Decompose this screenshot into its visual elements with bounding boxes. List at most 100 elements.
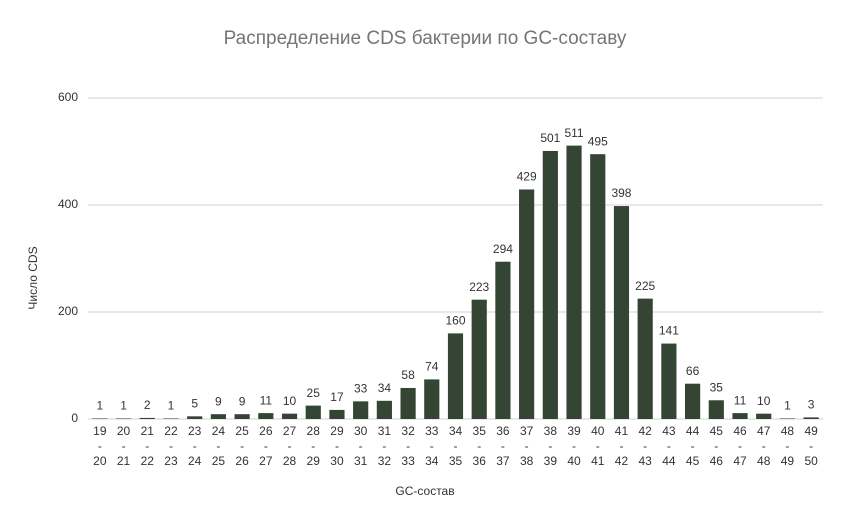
bar: [210, 414, 226, 419]
data-label: 33: [354, 382, 368, 396]
bar: [92, 418, 108, 419]
data-label: 1: [120, 399, 127, 413]
bar: [187, 416, 203, 419]
bar: [566, 145, 582, 420]
x-tick-label: 47 -48: [757, 424, 771, 468]
data-label: 35: [710, 380, 724, 394]
bar: [376, 400, 392, 419]
bar: [685, 383, 701, 419]
bar: [637, 298, 653, 419]
x-tick-label: 38 -39: [544, 424, 558, 468]
data-label: 1: [784, 399, 791, 413]
bar: [779, 418, 796, 419]
bar: [732, 413, 748, 419]
x-tick-label: 41 -42: [615, 424, 629, 468]
bar: [281, 413, 298, 419]
y-tick-label: 600: [58, 90, 78, 104]
bar: [447, 333, 464, 419]
data-label: 398: [611, 186, 631, 200]
x-tick-label: 29 -30: [330, 424, 344, 468]
x-axis-label: GC-состав: [395, 484, 454, 498]
bar: [305, 405, 321, 419]
bar: [590, 154, 606, 420]
x-tick-label: 19 -20: [93, 424, 107, 468]
bar: [424, 379, 440, 419]
data-label: 25: [307, 386, 321, 400]
data-label: 5: [191, 396, 198, 410]
y-tick-label: 400: [58, 197, 78, 211]
bar: [400, 387, 416, 419]
x-tick-label: 48 -49: [781, 424, 795, 468]
x-tick-label: 36 -37: [496, 424, 510, 468]
x-tick-label: 31 -32: [378, 424, 392, 468]
data-label: 17: [330, 390, 344, 404]
bar: [258, 413, 274, 419]
bar: [519, 189, 535, 419]
x-tick-label: 37 -38: [520, 424, 534, 468]
data-label: 9: [215, 394, 222, 408]
x-tick-label: 32 -33: [401, 424, 415, 468]
x-tick-label: 39 -40: [567, 424, 581, 468]
x-tick-label: 34 -35: [449, 424, 463, 468]
y-axis-label: Число CDS: [26, 246, 40, 309]
x-tick-label: 49 -50: [804, 424, 818, 468]
data-label: 429: [517, 170, 537, 184]
data-label: 11: [734, 393, 747, 407]
bar: [613, 206, 630, 419]
y-tick-label: 200: [58, 304, 78, 318]
x-tick-label: 26 -27: [259, 424, 273, 468]
bar: [329, 409, 345, 419]
bar: [542, 150, 558, 419]
data-label: 223: [469, 280, 489, 294]
data-label: 34: [378, 381, 392, 395]
bar: [234, 414, 250, 419]
bar: [803, 417, 819, 419]
data-label: 1: [97, 399, 104, 413]
x-tick-label: 22 -23: [164, 424, 178, 468]
bar: [139, 417, 155, 419]
data-label: 66: [686, 364, 700, 378]
data-label: 501: [540, 131, 560, 145]
x-tick-label: 23 -24: [188, 424, 202, 468]
x-tick-label: 44 -45: [686, 424, 700, 468]
data-label: 495: [588, 134, 608, 148]
data-label: 58: [401, 368, 415, 382]
data-label: 3: [808, 398, 815, 412]
x-tick-label: 42 -43: [638, 424, 652, 468]
data-label: 10: [283, 394, 297, 408]
x-tick-label: 20 -21: [117, 424, 131, 468]
x-tick-label: 25 -26: [235, 424, 249, 468]
data-label: 74: [425, 360, 439, 374]
x-tick-label: 24 -25: [212, 424, 226, 468]
data-label: 160: [445, 314, 465, 328]
x-tick-label: 45 -46: [710, 424, 724, 468]
bar: [756, 413, 772, 419]
bar: [471, 299, 487, 419]
data-label: 11: [260, 393, 273, 407]
x-tick-label: 40 -41: [591, 424, 605, 468]
y-tick-label: 0: [71, 411, 78, 425]
x-tick-label: 30 -31: [354, 424, 368, 468]
data-label: 2: [144, 398, 151, 412]
data-label: 294: [493, 242, 513, 256]
data-label: 10: [757, 394, 771, 408]
x-tick-label: 33 -34: [425, 424, 439, 468]
x-tick-label: 43 -44: [662, 424, 676, 468]
bar: [115, 418, 132, 419]
x-tick-label: 35 -36: [473, 424, 487, 468]
bar: [661, 343, 677, 419]
data-label: 141: [659, 324, 679, 338]
x-tick-label: 28 -29: [307, 424, 321, 468]
bar: [495, 261, 511, 419]
data-label: 9: [239, 394, 246, 408]
bar: [353, 401, 369, 419]
data-label: 225: [635, 279, 655, 293]
x-tick-label: 27 -28: [283, 424, 297, 468]
bar: [708, 400, 724, 419]
chart-title: Распределение CDS бактерии по GC-составу: [224, 28, 627, 49]
data-label: 1: [168, 399, 175, 413]
x-tick-label: 21 -22: [141, 424, 155, 468]
data-label: 511: [564, 126, 583, 140]
bar: [163, 418, 179, 419]
